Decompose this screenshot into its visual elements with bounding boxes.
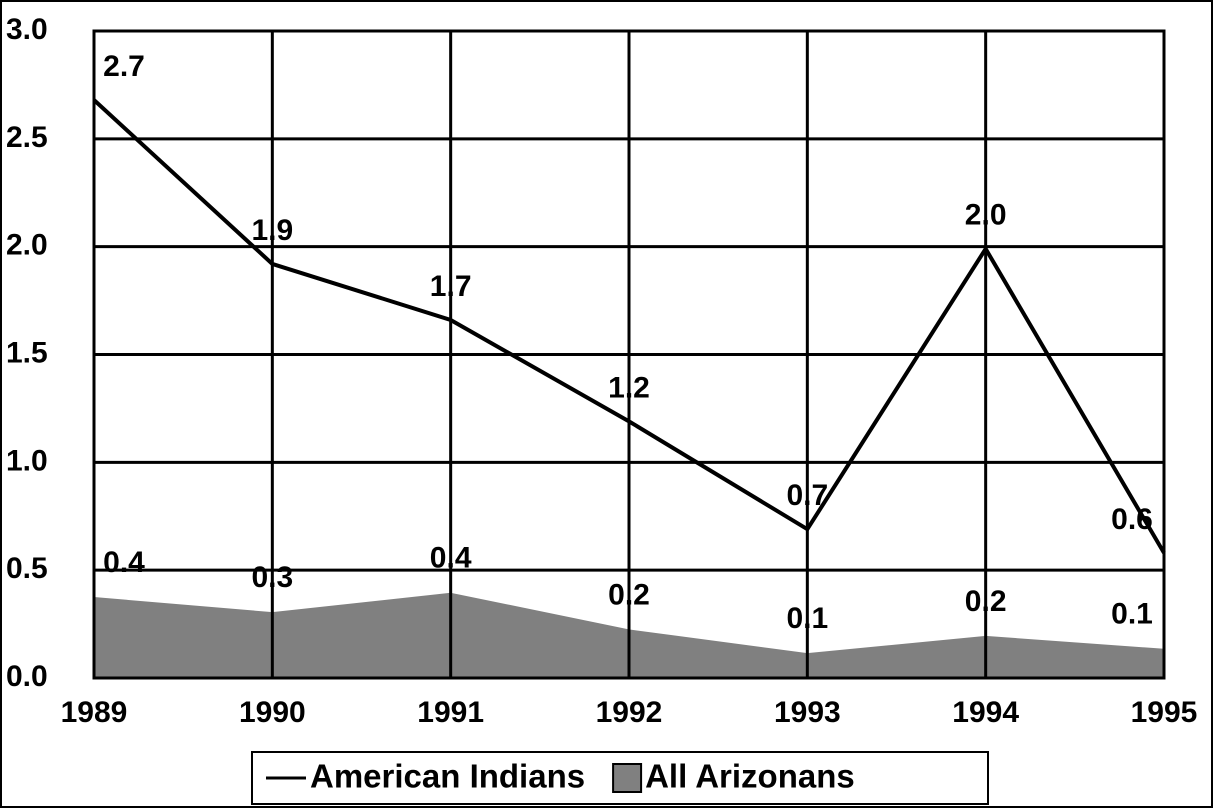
data-label: 0.6 [1111, 503, 1153, 536]
y-tick-label: 0.5 [6, 552, 48, 585]
line [92, 98, 1166, 554]
data-label: 1.9 [251, 214, 293, 247]
data-label: 1.7 [430, 270, 472, 303]
x-tick-label: 1990 [239, 696, 306, 729]
data-label: 2.0 [965, 199, 1007, 232]
data-label: 0.4 [430, 542, 472, 575]
data-label: 0.1 [786, 602, 828, 635]
data-label: 0.4 [103, 546, 145, 579]
x-tick-label: 1995 [1131, 696, 1198, 729]
x-tick-label: 1991 [417, 696, 484, 729]
data-label: 0.1 [1111, 598, 1153, 631]
data-label: 0.2 [608, 578, 650, 611]
legend-swatch [612, 763, 643, 793]
y-tick-label: 0.0 [6, 660, 48, 693]
data-label: 0.7 [786, 479, 828, 512]
data-label: 0.2 [965, 585, 1007, 618]
legend-label: American Indians [310, 758, 585, 795]
y-tick-label: 2.5 [6, 121, 48, 154]
x-tick-label: 1993 [774, 696, 841, 729]
data-label: 0.3 [251, 561, 293, 594]
y-tick-label: 3.0 [6, 13, 48, 46]
y-tick-label: 1.5 [6, 336, 48, 369]
x-tick-label: 1992 [596, 696, 663, 729]
y-tick-label: 1.0 [6, 444, 48, 477]
data-label: 2.7 [103, 50, 145, 83]
legend-label: All Arizonans [645, 758, 855, 795]
plot-border [92, 29, 1166, 680]
x-tick-label: 1989 [61, 696, 128, 729]
legend: American Indians All Arizonans [251, 751, 989, 805]
data-label: 1.2 [608, 371, 650, 404]
y-tick-label: 2.0 [6, 229, 48, 262]
x-tick-label: 1994 [952, 696, 1019, 729]
